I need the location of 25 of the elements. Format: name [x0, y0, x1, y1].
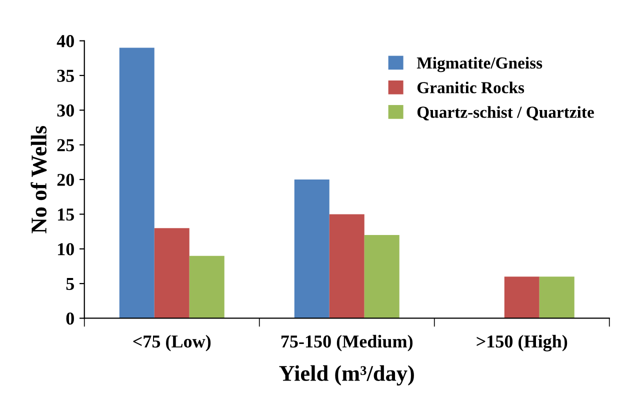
bar [119, 48, 154, 318]
y-tick-label: 40 [56, 35, 74, 48]
bar [504, 276, 540, 318]
y-tick-label: 25 [57, 139, 74, 152]
bar [539, 276, 574, 318]
y-tick-label: 35 [57, 70, 74, 82]
bar [154, 228, 190, 318]
bar [294, 180, 330, 318]
y-tick-label: 5 [66, 278, 74, 290]
y-tick-label: 30 [57, 104, 74, 117]
bar [189, 256, 224, 318]
y-tick-label: 0 [66, 312, 74, 325]
bar [364, 235, 400, 318]
y-tick-label: 20 [57, 174, 74, 186]
x-tick-label: <75 (Low) [133, 334, 211, 352]
legend-label: Quartz-schist / Quartzite [417, 106, 594, 120]
legend-label: Granitic Rocks [417, 82, 524, 94]
y-tick-label: 10 [58, 243, 74, 256]
y-axis-title: No of Wells [30, 126, 47, 234]
x-axis-title: Yield (m³/day) [279, 365, 414, 386]
bar [329, 214, 364, 318]
y-tick-label: 15 [58, 208, 74, 221]
x-tick-label: >150 (High) [476, 334, 568, 352]
legend-label: Migmatite/Gneiss [416, 56, 542, 72]
x-tick-label: 75-150 (Medium) [281, 334, 413, 352]
